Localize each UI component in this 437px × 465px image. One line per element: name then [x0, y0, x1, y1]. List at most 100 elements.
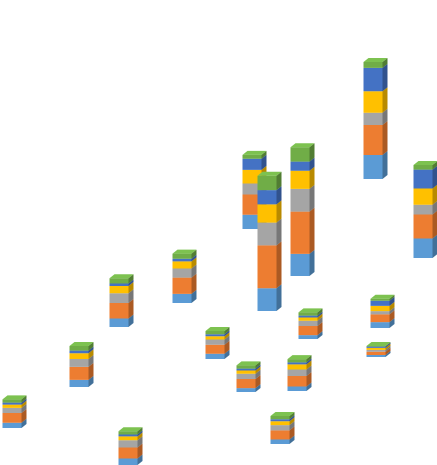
segment-c9-s4-front [363, 91, 383, 113]
segment-c12-s6-front [236, 365, 256, 369]
segment-c16-s6-top [370, 294, 395, 299]
segment-c6-s5-side [261, 154, 267, 170]
segment-c5-s2-front [118, 447, 138, 459]
segment-c3-s6-side [128, 274, 134, 284]
segment-c17-s6-top [366, 341, 391, 346]
segment-c1-s4-side [21, 400, 27, 408]
segment-c16-s4-side [389, 301, 395, 312]
column-c14 [287, 355, 312, 391]
segment-c4-s2-side [191, 273, 197, 294]
segment-c10-s4-side [432, 184, 437, 205]
segment-c7-s6-front [257, 175, 277, 191]
column-c17 [366, 341, 391, 357]
segment-c12-s3-side [255, 369, 261, 379]
segment-c12-s4-front [236, 370, 256, 374]
segment-c17-s2-side [385, 347, 391, 356]
segment-c16-s6-side [389, 294, 395, 301]
segment-c7-s1-side [276, 284, 282, 311]
segment-c16-s2-front [370, 314, 390, 323]
segment-c16-s1-side [389, 318, 395, 328]
segment-c5-s3-front [118, 440, 138, 448]
segment-c16-s4-front [370, 305, 390, 312]
segment-c5-s2-side [137, 443, 143, 459]
segment-c14-s4-side [306, 360, 312, 370]
segment-c4-s1-front [172, 293, 192, 303]
segment-c9-s6-front [363, 62, 383, 68]
segment-c14-s5-side [306, 358, 312, 365]
column-c11 [205, 327, 230, 359]
segment-c17-s6-side [385, 341, 391, 347]
segment-c1-s2-side [21, 409, 27, 423]
segment-c5-s1-side [137, 454, 143, 465]
segment-c2-s6-top [69, 342, 94, 347]
segment-c3-s3-side [128, 289, 134, 303]
segment-c17-s1-front [366, 355, 386, 357]
segment-c4-s4-front [172, 261, 192, 269]
segment-c14-s2-front [287, 376, 307, 387]
segment-c13-s2-side [289, 426, 295, 440]
segment-c11-s4-side [224, 332, 230, 340]
segment-c12-s2-side [255, 375, 261, 389]
segment-c11-s4-front [205, 336, 225, 340]
segment-c2-s6-front [69, 346, 89, 351]
segment-c2-s4-side [88, 349, 94, 360]
segment-c5-s5-side [137, 430, 143, 437]
segment-c15-s3-side [317, 316, 323, 326]
segment-c16-s2-side [389, 310, 395, 323]
segment-c14-s3-side [306, 365, 312, 377]
segment-c8-s4-side [309, 166, 315, 189]
segment-c1-s6-top [2, 395, 27, 400]
segment-c17-s4-side [385, 343, 391, 350]
segment-c17-s2-front [366, 351, 386, 356]
segment-c11-s5-side [224, 330, 230, 337]
segment-c11-s3-side [224, 335, 230, 345]
segment-c8-s2-side [309, 207, 315, 254]
segment-c17-s3-front [366, 349, 386, 352]
segment-c4-s5-front [172, 258, 192, 262]
segment-c1-s4-front [2, 404, 22, 408]
segment-c2-s3-side [88, 355, 94, 367]
segment-c3-s1-side [128, 314, 134, 327]
segment-c6-s3-front [242, 183, 262, 195]
segment-c5-s4-side [137, 432, 143, 441]
segment-c12-s4-side [255, 366, 261, 374]
segment-c13-s5-side [289, 415, 295, 422]
segment-c5-s6-side [137, 427, 143, 435]
segment-c13-s6-top [270, 412, 295, 417]
segment-c8-s2-front [290, 211, 310, 254]
segment-c1-s6-front [2, 399, 22, 403]
segment-c14-s2-side [306, 372, 312, 387]
segment-c13-s6-front [270, 416, 290, 420]
segment-c3-s2-side [128, 298, 134, 319]
segment-c12-s1-side [255, 384, 261, 392]
segment-c2-s1-side [88, 375, 94, 387]
segment-c7-s2-side [276, 241, 282, 289]
segment-c4-s6-front [172, 253, 192, 259]
segment-c7-s5-side [276, 186, 282, 205]
segment-c12-s6-side [255, 361, 261, 369]
segment-c9-s1-front [363, 154, 383, 179]
segment-c7-s4-front [257, 204, 277, 223]
segment-c12-s5-side [255, 364, 261, 371]
segment-c11-s6-front [205, 331, 225, 335]
segment-c13-s4-front [270, 421, 290, 426]
segment-c14-s3-front [287, 369, 307, 377]
segment-c10-s4-front [413, 188, 433, 205]
segment-c2-s3-front [69, 359, 89, 367]
segment-c13-s3-side [289, 421, 295, 431]
segment-c11-s2-side [224, 340, 230, 354]
segment-c9-s2-side [382, 121, 388, 155]
segment-c16-s6-front [370, 298, 390, 301]
segment-c15-s2-front [298, 326, 318, 336]
segment-c7-s5-front [257, 190, 277, 205]
segment-c5-s3-side [137, 436, 143, 448]
column-c7 [257, 171, 282, 311]
segment-c10-s1-side [432, 234, 437, 258]
segment-c4-s6-top [172, 249, 197, 254]
segment-c11-s3-front [205, 339, 225, 345]
segment-c2-s1-front [69, 379, 89, 387]
segment-c13-s4-side [289, 417, 295, 426]
segment-c8-s5-front [290, 161, 310, 171]
segment-c7-s3-front [257, 222, 277, 246]
